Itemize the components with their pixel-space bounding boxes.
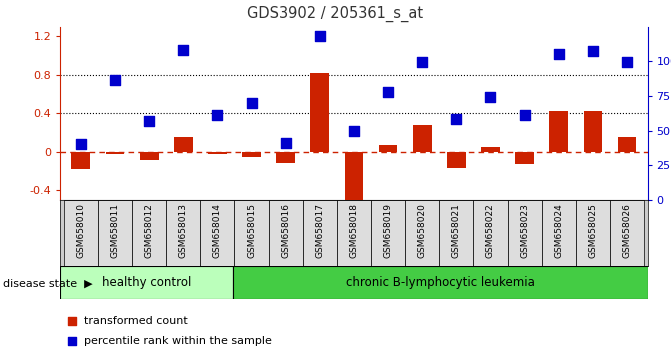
- Point: [456, 27, 466, 33]
- Bar: [174, 137, 193, 152]
- Bar: [166, 200, 201, 266]
- Point: [246, 101, 257, 106]
- Point: [178, 47, 189, 53]
- Text: GSM658013: GSM658013: [178, 203, 188, 258]
- Bar: [584, 112, 603, 152]
- Text: GSM658022: GSM658022: [486, 203, 495, 258]
- Text: disease state  ▶: disease state ▶: [3, 278, 93, 288]
- Bar: [201, 200, 234, 266]
- Bar: [337, 200, 371, 266]
- Point: [588, 48, 599, 54]
- Bar: [550, 112, 568, 152]
- Bar: [132, 200, 166, 266]
- Bar: [276, 152, 295, 164]
- Text: GSM658018: GSM658018: [350, 203, 358, 258]
- Bar: [378, 145, 397, 152]
- Bar: [617, 137, 636, 152]
- Text: GSM658014: GSM658014: [213, 203, 222, 258]
- Bar: [507, 200, 541, 266]
- Bar: [234, 200, 268, 266]
- Text: GSM658021: GSM658021: [452, 203, 461, 258]
- Point: [349, 128, 360, 134]
- Bar: [72, 152, 91, 169]
- Bar: [345, 152, 363, 202]
- Point: [621, 59, 632, 64]
- Text: GSM658012: GSM658012: [145, 203, 154, 258]
- Bar: [60, 266, 233, 299]
- Point: [485, 95, 496, 100]
- Bar: [413, 125, 431, 152]
- Text: GSM658020: GSM658020: [418, 203, 427, 258]
- Bar: [371, 200, 405, 266]
- Text: GSM658011: GSM658011: [111, 203, 119, 258]
- Bar: [268, 200, 303, 266]
- Bar: [515, 152, 534, 164]
- Point: [212, 112, 223, 118]
- Bar: [311, 73, 329, 152]
- Point: [109, 77, 120, 83]
- Bar: [576, 200, 610, 266]
- Bar: [541, 200, 576, 266]
- Bar: [208, 152, 227, 154]
- Text: GSM658024: GSM658024: [554, 203, 563, 258]
- Bar: [233, 266, 648, 299]
- Bar: [242, 152, 261, 156]
- Point: [315, 33, 325, 39]
- Point: [451, 116, 462, 122]
- Point: [382, 89, 393, 95]
- Text: chronic B-lymphocytic leukemia: chronic B-lymphocytic leukemia: [346, 276, 535, 289]
- Point: [76, 141, 87, 147]
- Text: transformed count: transformed count: [84, 316, 188, 326]
- Point: [519, 112, 530, 118]
- Text: GDS3902 / 205361_s_at: GDS3902 / 205361_s_at: [248, 5, 423, 22]
- Point: [280, 140, 291, 145]
- Text: percentile rank within the sample: percentile rank within the sample: [84, 336, 272, 346]
- Bar: [140, 152, 158, 160]
- Bar: [64, 200, 98, 266]
- Text: healthy control: healthy control: [102, 276, 191, 289]
- Bar: [105, 152, 124, 154]
- Point: [554, 51, 564, 56]
- Text: GSM658015: GSM658015: [247, 203, 256, 258]
- Bar: [405, 200, 440, 266]
- Bar: [447, 152, 466, 168]
- Text: GSM658016: GSM658016: [281, 203, 290, 258]
- Text: GSM658010: GSM658010: [76, 203, 85, 258]
- Text: GSM658019: GSM658019: [384, 203, 393, 258]
- Bar: [440, 200, 474, 266]
- Bar: [481, 147, 500, 152]
- Point: [456, 211, 466, 217]
- Bar: [98, 200, 132, 266]
- Bar: [610, 200, 644, 266]
- Point: [144, 118, 154, 124]
- Text: GSM658023: GSM658023: [520, 203, 529, 258]
- Text: GSM658026: GSM658026: [623, 203, 631, 258]
- Text: GSM658017: GSM658017: [315, 203, 324, 258]
- Text: GSM658025: GSM658025: [588, 203, 597, 258]
- Point: [417, 59, 427, 64]
- Bar: [474, 200, 507, 266]
- Bar: [303, 200, 337, 266]
